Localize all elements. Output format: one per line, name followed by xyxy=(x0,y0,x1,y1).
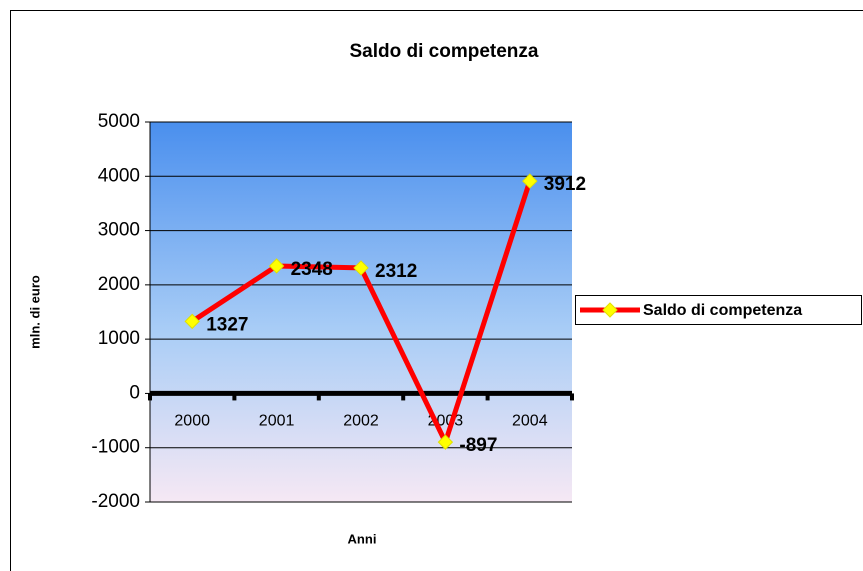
data-marker xyxy=(268,258,285,274)
x-tick-label: 2001 xyxy=(259,413,295,430)
y-axis-title: mln. di euro xyxy=(27,275,42,349)
x-axis-title: Anni xyxy=(348,531,377,546)
data-marker xyxy=(184,313,200,330)
x-tick-label: 2000 xyxy=(174,413,210,430)
legend-box xyxy=(575,295,862,325)
y-tick-label: 1000 xyxy=(98,328,140,349)
data-label: 3912 xyxy=(544,174,586,195)
plot-area xyxy=(150,122,572,502)
data-marker xyxy=(522,173,538,189)
legend-label: Saldo di competenza xyxy=(643,302,802,319)
x-tick-label: 2004 xyxy=(512,413,548,430)
data-marker xyxy=(353,260,369,276)
data-marker xyxy=(437,434,454,450)
data-label: 2348 xyxy=(291,259,333,280)
y-tick-label: 3000 xyxy=(98,220,140,241)
data-label: -897 xyxy=(459,435,497,456)
chart-title: Saldo di competenza xyxy=(350,41,539,62)
y-tick-label: -2000 xyxy=(91,491,140,512)
data-label: 1327 xyxy=(206,314,248,335)
data-label: 2312 xyxy=(375,261,417,282)
y-tick-label: -1000 xyxy=(91,437,140,458)
y-tick-label: 0 xyxy=(129,382,140,403)
x-tick-label: 2002 xyxy=(343,413,379,430)
y-tick-label: 5000 xyxy=(98,111,140,132)
y-tick-label: 2000 xyxy=(98,274,140,295)
y-tick-label: 4000 xyxy=(98,165,140,186)
legend-marker xyxy=(602,302,618,318)
